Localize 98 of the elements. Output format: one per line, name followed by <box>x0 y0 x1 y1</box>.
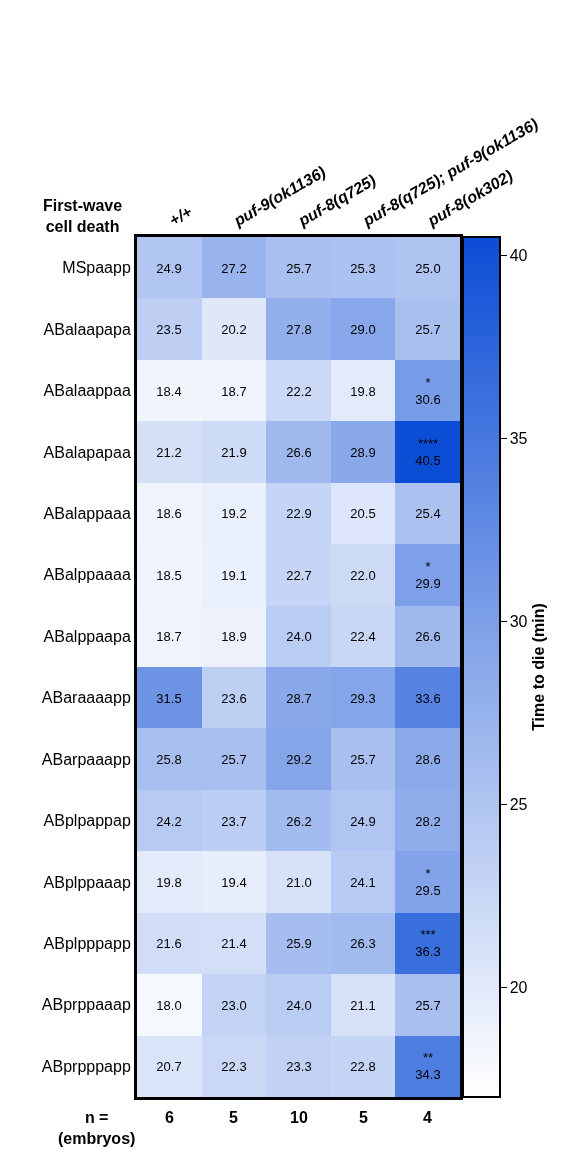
text: 6 <box>165 1109 174 1126</box>
data-label: 23.5 <box>156 321 182 337</box>
data-label: 21.1 <box>350 997 376 1013</box>
data-label: 27.2 <box>221 260 247 276</box>
data-label: 26.3 <box>350 935 376 951</box>
color-bar-label: 40 <box>509 246 528 264</box>
text: 5 <box>359 1109 368 1126</box>
data-label: 22.2 <box>286 383 312 399</box>
data-label: 21.6 <box>156 935 182 951</box>
y-tick-label: ABaraaaapp <box>41 689 131 707</box>
data-label: ** 34.3 <box>415 1050 441 1082</box>
y-tick-label: ABalaapapa <box>43 320 131 338</box>
data-label: 24.0 <box>286 628 312 644</box>
x-tick-label: +/+ <box>166 202 195 230</box>
text: 10 <box>290 1109 308 1126</box>
data-label: * 29.9 <box>415 559 441 591</box>
data-label: 23.0 <box>221 997 247 1013</box>
data-label: 22.8 <box>350 1058 376 1074</box>
y-tick-label: ABalaappaa <box>43 382 131 400</box>
data-label: 21.4 <box>221 935 247 951</box>
data-label: 29.3 <box>350 690 376 706</box>
data-label: 29.2 <box>286 751 312 767</box>
data-label: 22.7 <box>286 567 312 583</box>
data-label: 24.0 <box>286 997 312 1013</box>
data-label: 18.7 <box>156 628 182 644</box>
y-tick-label: ABprpppapp <box>41 1057 131 1075</box>
data-label: *** 36.3 <box>415 927 441 959</box>
color-bar-label: 35 <box>509 429 528 447</box>
data-label: 24.1 <box>350 874 376 890</box>
data-label: * 29.5 <box>415 866 441 898</box>
data-label: 18.5 <box>156 567 182 583</box>
data-label: 25.9 <box>286 935 312 951</box>
data-label: 22.9 <box>286 505 312 521</box>
color-bar-label: 30 <box>509 612 528 630</box>
data-label: 28.9 <box>350 444 376 460</box>
data-label: 26.6 <box>415 628 441 644</box>
y-tick-label: ABplpppapp <box>43 935 131 953</box>
data-label: 29.0 <box>350 321 376 337</box>
data-label: 18.4 <box>156 383 182 399</box>
data-label: 19.4 <box>221 874 247 890</box>
data-label: 25.7 <box>415 321 441 337</box>
text: 5 <box>229 1109 238 1126</box>
data-label: 20.5 <box>350 505 376 521</box>
y-tick-label: ABalppaapa <box>43 627 131 645</box>
data-label: 20.7 <box>156 1058 182 1074</box>
data-label: 22.4 <box>350 628 376 644</box>
color-bar-label: 25 <box>509 795 528 813</box>
data-label: 19.2 <box>221 505 247 521</box>
data-label: 19.8 <box>350 383 376 399</box>
data-label: 25.7 <box>415 997 441 1013</box>
data-label: 28.6 <box>415 751 441 767</box>
y-tick-label: ABarpaaapp <box>41 750 131 768</box>
data-label: 24.9 <box>156 260 182 276</box>
data-label: 19.8 <box>156 874 182 890</box>
y-tick-label: ABalppaaaa <box>43 566 131 584</box>
data-label: 33.6 <box>415 690 441 706</box>
y-axis-title: First-wave cell death <box>43 197 123 235</box>
data-label: 28.2 <box>415 813 441 829</box>
data-label: 22.3 <box>221 1058 247 1074</box>
data-label: 22.0 <box>350 567 376 583</box>
data-label: 25.4 <box>415 505 441 521</box>
data-label: 25.7 <box>350 751 376 767</box>
data-label: **** 40.5 <box>415 436 441 468</box>
data-label: 28.7 <box>286 690 312 706</box>
color-bar-label: 20 <box>509 978 528 996</box>
data-label: 24.2 <box>156 813 182 829</box>
text: n = (embryos) <box>58 1109 136 1147</box>
data-label: 21.2 <box>156 444 182 460</box>
data-label: * 30.6 <box>415 375 441 407</box>
data-label: 31.5 <box>156 690 182 706</box>
data-label: 26.6 <box>286 444 312 460</box>
data-label: 18.6 <box>156 505 182 521</box>
data-label: 23.6 <box>221 690 247 706</box>
data-label: 25.8 <box>156 751 182 767</box>
data-label: 19.1 <box>221 567 247 583</box>
y-tick-label: ABplpappap <box>43 812 131 830</box>
data-label: 21.0 <box>286 874 312 890</box>
data-label: 21.9 <box>221 444 247 460</box>
data-label: 25.0 <box>415 260 441 276</box>
y-tick-label: MSpaapp <box>62 259 131 277</box>
data-label: 18.0 <box>156 997 182 1013</box>
data-label: 27.8 <box>286 321 312 337</box>
data-label: 25.7 <box>286 260 312 276</box>
y-tick-label: ABprppaaap <box>41 996 131 1014</box>
y-tick-label: ABplppaaap <box>43 873 131 891</box>
data-label: 18.9 <box>221 628 247 644</box>
color-bar-title: Time to die (min) <box>529 603 547 731</box>
data-label: 18.7 <box>221 383 247 399</box>
y-tick-label: ABalapapaa <box>43 443 131 461</box>
text: 4 <box>423 1109 432 1126</box>
data-label: 23.7 <box>221 813 247 829</box>
data-label: 25.7 <box>221 751 247 767</box>
data-label: 24.9 <box>350 813 376 829</box>
data-label: 25.3 <box>350 260 376 276</box>
data-label: 20.2 <box>221 321 247 337</box>
data-label: 23.3 <box>286 1058 312 1074</box>
data-label: 26.2 <box>286 813 312 829</box>
y-tick-label: ABalappaaa <box>43 505 131 523</box>
